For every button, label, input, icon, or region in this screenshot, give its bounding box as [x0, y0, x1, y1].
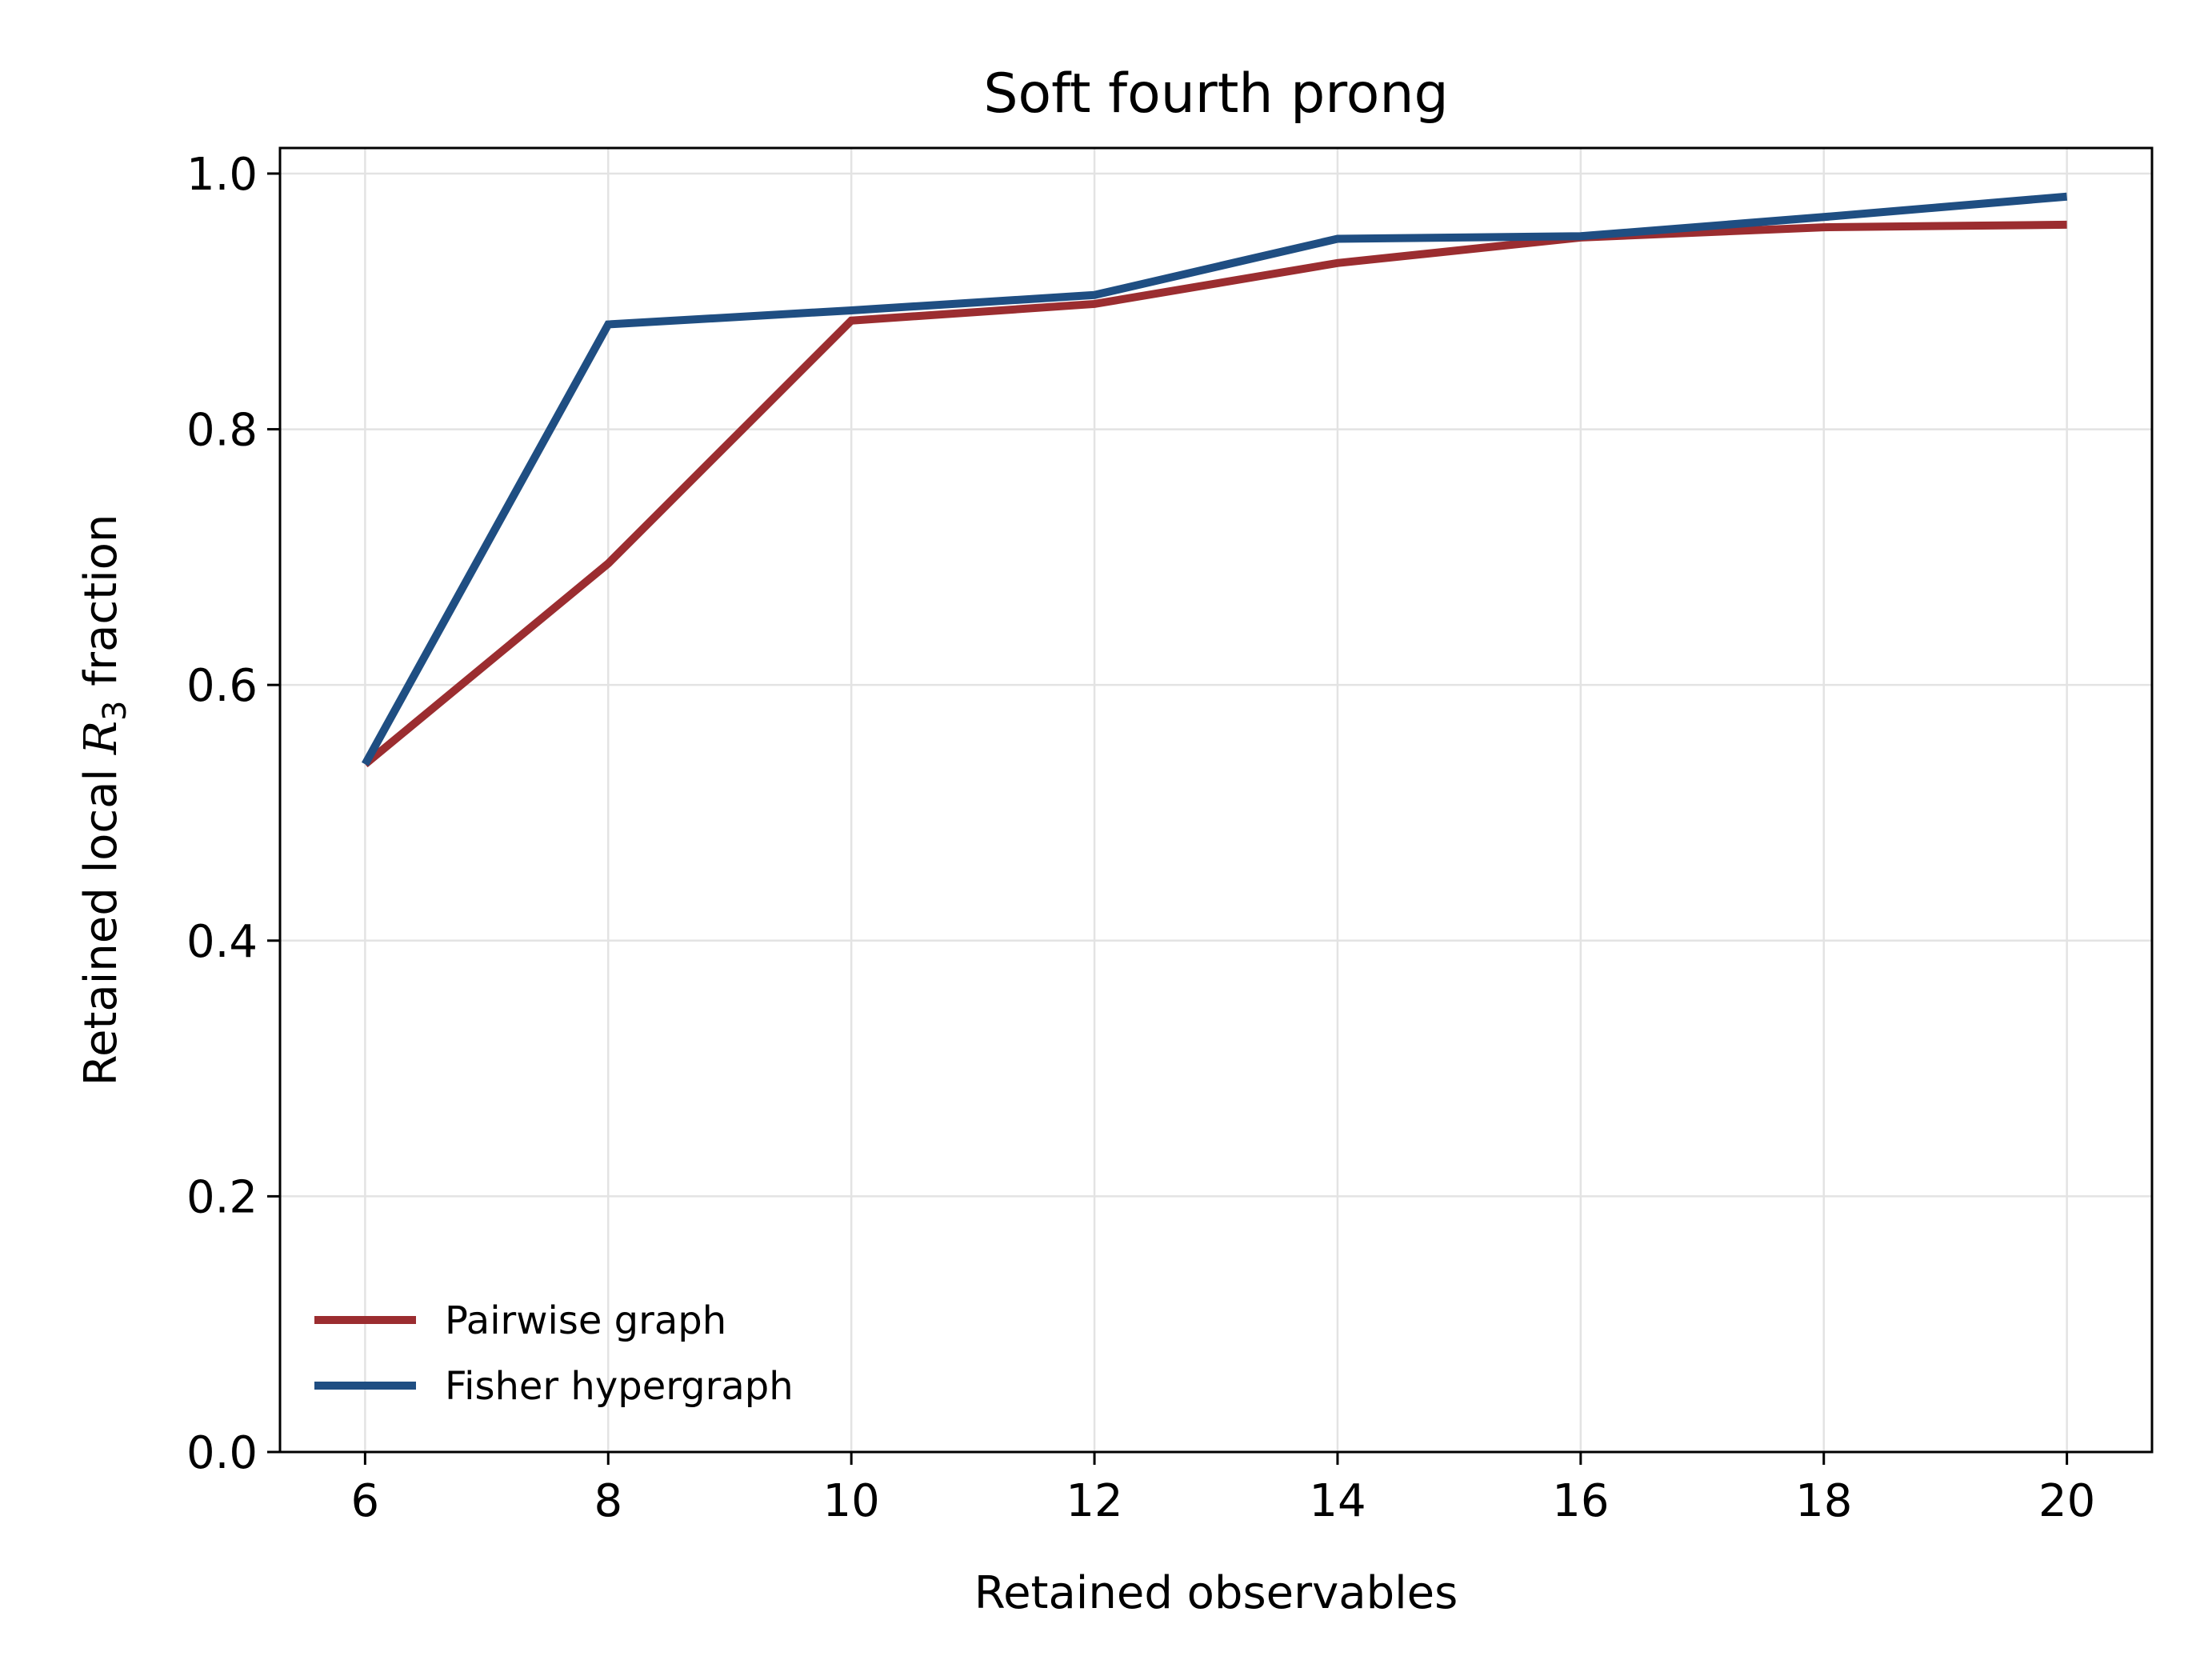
y-axis-label-subscript: 3	[97, 701, 134, 721]
axis-ticks: 6 8 10 12 14 16 18 20 0.0 0.2 0.4 0.6 0.8 1.0	[186, 149, 2095, 1527]
x-tick-label: 18	[1795, 1475, 1852, 1527]
y-axis-label-symbol: R	[75, 721, 127, 755]
y-tick-label: 0.4	[186, 916, 258, 968]
x-tick-label: 8	[594, 1475, 622, 1527]
y-axis-label-suffix: fraction	[75, 514, 127, 701]
y-axis-label: Retained local R3 fraction	[75, 514, 134, 1086]
x-tick-label: 6	[351, 1475, 380, 1527]
y-tick-label: 0.6	[186, 660, 258, 712]
series-line	[362, 220, 2067, 768]
y-tick-label: 0.8	[186, 405, 258, 457]
grid-lines	[280, 148, 2152, 1454]
y-tick-label: 0.2	[186, 1171, 258, 1223]
x-tick-label: 12	[1066, 1475, 1122, 1527]
y-tick-label: 0.0	[186, 1427, 258, 1479]
chart-title: Soft fourth prong	[983, 62, 1448, 126]
x-tick-label: 14	[1309, 1475, 1366, 1527]
series-lines	[361, 192, 2068, 768]
legend-label: Pairwise graph	[445, 1298, 726, 1343]
y-axis-label-prefix: Retained local	[75, 754, 127, 1086]
x-tick-label: 10	[823, 1475, 880, 1527]
x-axis-label: Retained observables	[974, 1567, 1458, 1619]
legend: Pairwise graph Fisher hypergraph	[314, 1298, 794, 1409]
axes-frame	[278, 146, 2154, 1454]
y-tick-label: 1.0	[186, 149, 258, 201]
legend-label: Fisher hypergraph	[445, 1364, 794, 1409]
x-tick-label: 20	[2038, 1475, 2095, 1527]
x-tick-label: 16	[1552, 1475, 1609, 1527]
series-line	[361, 192, 2068, 766]
